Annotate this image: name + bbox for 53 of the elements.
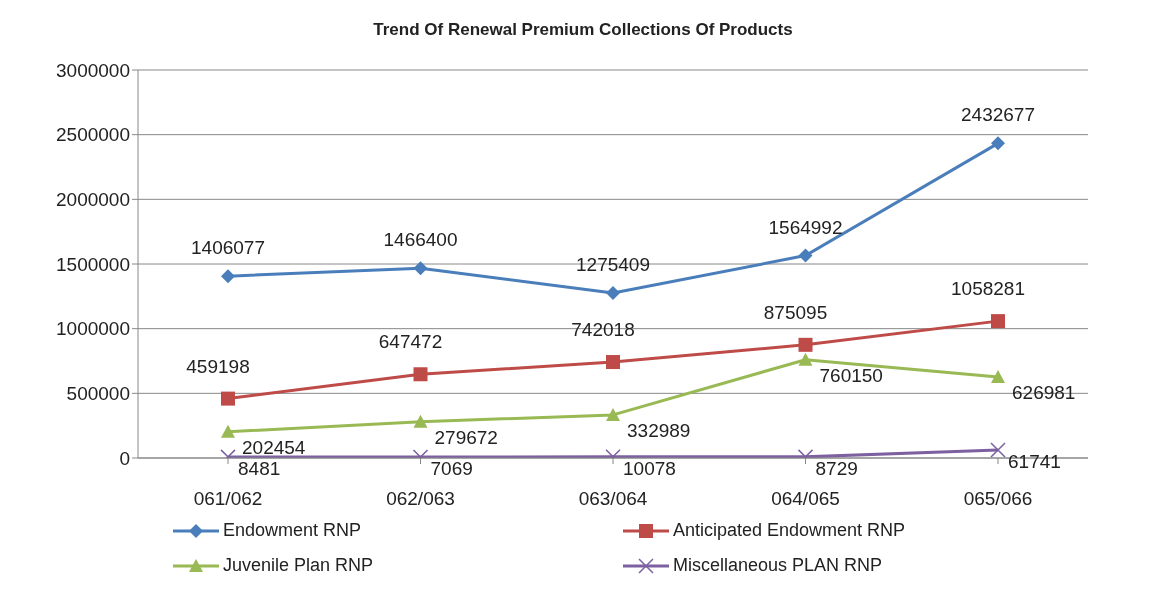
- data-label: 1466400: [383, 229, 458, 251]
- x-tick-label: 064/065: [771, 488, 840, 510]
- point: [990, 442, 1006, 458]
- point: [798, 248, 813, 263]
- x-tick-label: 063/064: [578, 488, 648, 510]
- point: [221, 391, 235, 406]
- point: [413, 414, 428, 428]
- x-tick-label: 062/063: [386, 488, 455, 510]
- legend-label: Miscellaneous PLAN RNP: [673, 555, 883, 576]
- point: [798, 352, 813, 366]
- data-label: 8481: [238, 457, 281, 479]
- point: [221, 424, 235, 438]
- point: [221, 269, 235, 284]
- y-tick-label: 2000000: [56, 189, 130, 211]
- y-tick-label: 2500000: [56, 124, 130, 146]
- x-tick-label: 061/062: [193, 488, 263, 510]
- data-label: 760150: [819, 364, 883, 386]
- data-label: 459198: [186, 355, 250, 377]
- data-label: 1058281: [951, 278, 1025, 300]
- point: [991, 136, 1005, 151]
- data-label: 2432677: [961, 104, 1035, 126]
- point: [991, 369, 1005, 383]
- legend-label: Endowment RNP: [223, 520, 362, 541]
- data-label: 626981: [1012, 381, 1076, 403]
- point: [413, 367, 428, 382]
- point: [606, 286, 620, 301]
- y-tick-label: 3000000: [56, 59, 130, 81]
- point: [798, 337, 813, 352]
- y-tick-label: 500000: [66, 383, 130, 405]
- x-tick-label: 065/066: [963, 488, 1033, 510]
- data-label: 279672: [434, 426, 498, 448]
- data-label: 202454: [242, 436, 306, 458]
- point: [413, 261, 428, 276]
- data-label: 8729: [815, 457, 858, 479]
- data-label: 742018: [571, 319, 635, 341]
- data-label: 1406077: [191, 237, 265, 259]
- y-tick-label: 1000000: [56, 318, 130, 340]
- y-tick-label: 1500000: [56, 253, 130, 275]
- data-label: 1275409: [576, 254, 650, 276]
- legend-label: Anticipated Endowment RNP: [673, 520, 906, 541]
- data-label: 875095: [763, 301, 828, 323]
- data-label: 10078: [623, 457, 676, 479]
- data-label: 61741: [1008, 451, 1061, 473]
- data-label: 647472: [378, 331, 443, 353]
- legend-label: Juvenile Plan RNP: [223, 555, 374, 576]
- data-label: 7069: [430, 458, 473, 480]
- point: [606, 407, 620, 421]
- y-tick-label: 0: [119, 447, 130, 469]
- point: [991, 314, 1005, 329]
- point: [606, 355, 620, 370]
- data-label: 332989: [627, 419, 691, 441]
- chart-title: Trend Of Renewal Premium Collections Of Products: [372, 19, 794, 41]
- data-label: 1564992: [768, 216, 843, 238]
